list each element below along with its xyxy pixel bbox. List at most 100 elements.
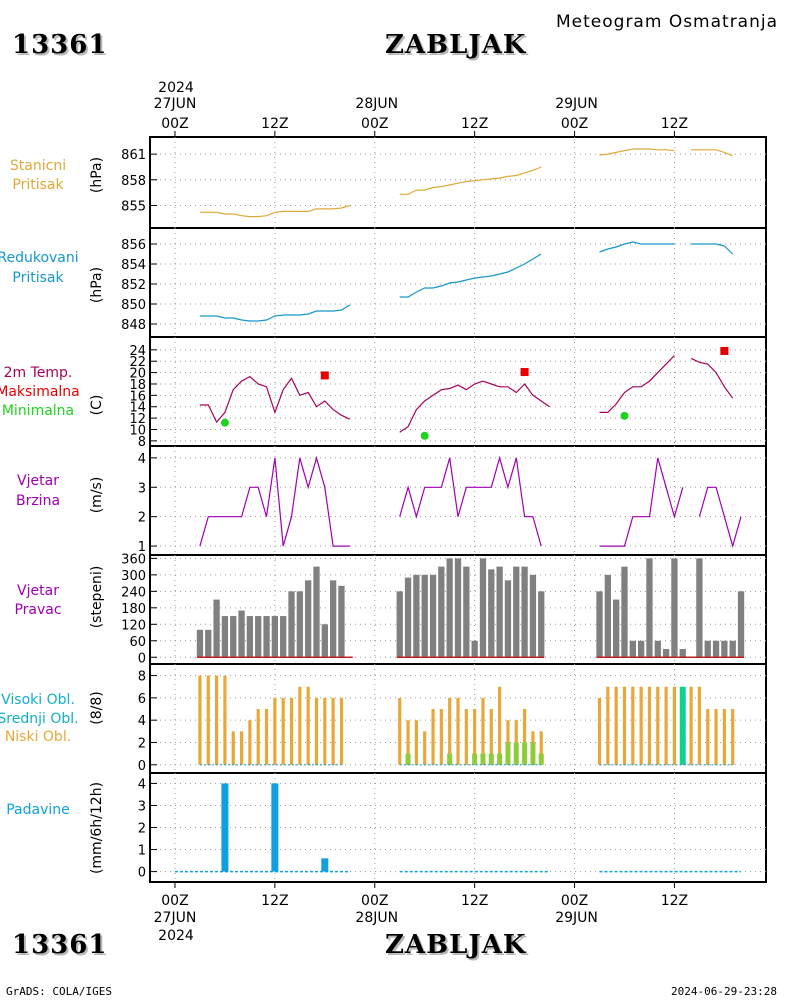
wind-dir-bar	[196, 629, 204, 658]
unit-label: (mm/6h/12h)	[89, 782, 105, 874]
wind-dir-bar	[205, 629, 212, 658]
meteogram-title: Meteogram Osmatranja	[556, 12, 779, 32]
time-tick-label-bottom: 12Z	[461, 893, 488, 909]
y-tick-label: 4	[138, 452, 146, 467]
cloud-low-bar	[231, 731, 235, 765]
time-tick-label-bottom: 12Z	[661, 893, 688, 909]
series-line-pressure	[599, 148, 675, 156]
panel-label: Pravac	[14, 602, 61, 618]
y-tick-label: 8	[138, 435, 146, 450]
wind-dir-bar	[321, 624, 328, 658]
y-tick-label: 855	[121, 199, 146, 214]
y-tick-label: 2	[138, 736, 146, 751]
time-tick-label-top: 00Z	[161, 116, 188, 132]
y-tick-label: 14	[129, 401, 146, 416]
station-id-top: 13361	[12, 30, 108, 60]
wind-dir-bar	[721, 640, 728, 658]
cloud-low-bar	[481, 697, 485, 765]
cloud-low-bar	[214, 675, 219, 765]
wind-dir-bar	[479, 558, 487, 658]
wind-dir-bar	[271, 616, 279, 658]
wind-dir-bar	[288, 591, 295, 658]
cloud-mid-bar	[447, 753, 453, 765]
panel-label: Redukovani	[0, 250, 79, 266]
wind-dir-bar	[413, 574, 420, 658]
panel-grid: 848 850 852 854 856	[121, 228, 766, 337]
cloud-low-bar	[239, 731, 244, 765]
cloud-low-bar	[223, 675, 227, 765]
cloud-mid-bar	[538, 753, 544, 765]
y-tick-label: 4	[138, 714, 146, 729]
y-tick-label: 2	[138, 511, 146, 526]
wind-dir-bar	[329, 580, 337, 658]
y-tick-label: 1	[138, 540, 146, 555]
y-tick-label: 16	[129, 389, 146, 404]
wind-dir-bar	[296, 591, 303, 658]
panel-label: 2m Temp.	[4, 365, 73, 381]
tmin-marker	[420, 431, 429, 440]
time-tick-label-top: 12Z	[661, 116, 688, 132]
panel-label: Niski Obl.	[5, 729, 71, 745]
day-label-bottom: 28JUN	[355, 910, 398, 926]
wind-dir-bar	[604, 574, 611, 658]
wind-dir-bar	[338, 585, 345, 658]
panel-label: Maksimalna	[0, 384, 80, 400]
panel-reduced: 848 850 852 854 856 Redukovani Pritisak (hPa)	[0, 228, 766, 337]
wind-dir-bar	[421, 574, 428, 658]
tmax-marker	[320, 371, 329, 380]
y-tick-label: 850	[121, 298, 146, 313]
year-label-bottom: 2024	[158, 928, 194, 944]
tmax-marker	[520, 368, 529, 377]
y-tick-label: 8	[138, 670, 146, 685]
panel-clouds: 0 2 4 6 8 Visoki Obl. Srednji Obl. Niski Obl. (8…	[0, 664, 766, 774]
y-tick-label: 240	[121, 585, 146, 600]
series-line-wind_speed	[199, 455, 350, 547]
cloud-low-bar	[689, 686, 693, 765]
series-line-temp	[690, 357, 734, 399]
y-tick-label: 12	[129, 412, 146, 427]
wind-dir-bar	[712, 640, 720, 658]
tmin-marker	[620, 411, 629, 420]
time-tick-label-top: 00Z	[561, 116, 588, 132]
wind-dir-bar	[504, 580, 512, 658]
y-tick-label: 2	[138, 822, 146, 837]
cloud-low-bar	[406, 720, 410, 765]
wind-dir-bar	[637, 640, 645, 658]
time-tick-label-bottom: 00Z	[361, 893, 388, 909]
cloud-low-bar	[331, 697, 335, 765]
wind-dir-bar	[230, 616, 237, 658]
cloud-mid-bar	[530, 742, 536, 765]
cloud-low-bar	[622, 686, 627, 765]
y-tick-label: 848	[121, 318, 146, 333]
panel-label: Padavine	[6, 802, 70, 818]
cloud-low-bar	[448, 697, 452, 765]
wind-dir-bar	[654, 640, 661, 658]
series-line-reduced	[599, 241, 675, 253]
series-line-wind_speed	[399, 455, 542, 547]
panel-grid: 855 858 861	[121, 137, 766, 228]
y-tick-label: 300	[121, 569, 146, 584]
y-tick-label: 22	[129, 355, 146, 370]
time-tick-label-top: 00Z	[361, 116, 388, 132]
y-tick-label: 856	[121, 238, 146, 253]
wind-dir-bar	[313, 566, 320, 658]
series-line-wind_speed	[698, 486, 742, 549]
y-tick-label: 360	[121, 552, 146, 567]
cloud-low-bar	[498, 686, 502, 765]
cloud-low-bar	[398, 697, 402, 765]
cloud-low-bar	[256, 709, 260, 765]
panel-label: Brzina	[16, 493, 60, 509]
y-tick-label: 854	[121, 258, 146, 273]
cloud-low-bar	[323, 697, 327, 765]
day-label-top: 28JUN	[355, 96, 398, 112]
wind-dir-bar	[454, 558, 462, 658]
cloud-low-bar	[248, 720, 252, 765]
unit-label: (8/8)	[89, 691, 105, 724]
panel-label: Pritisak	[12, 177, 64, 193]
y-tick-label: 3	[138, 799, 146, 814]
y-tick-label: 120	[121, 618, 146, 633]
wind-dir-bar	[729, 640, 736, 658]
series-line-temp	[399, 380, 550, 433]
wind-dir-bar	[396, 591, 403, 658]
cloud-low-bar	[714, 709, 718, 765]
